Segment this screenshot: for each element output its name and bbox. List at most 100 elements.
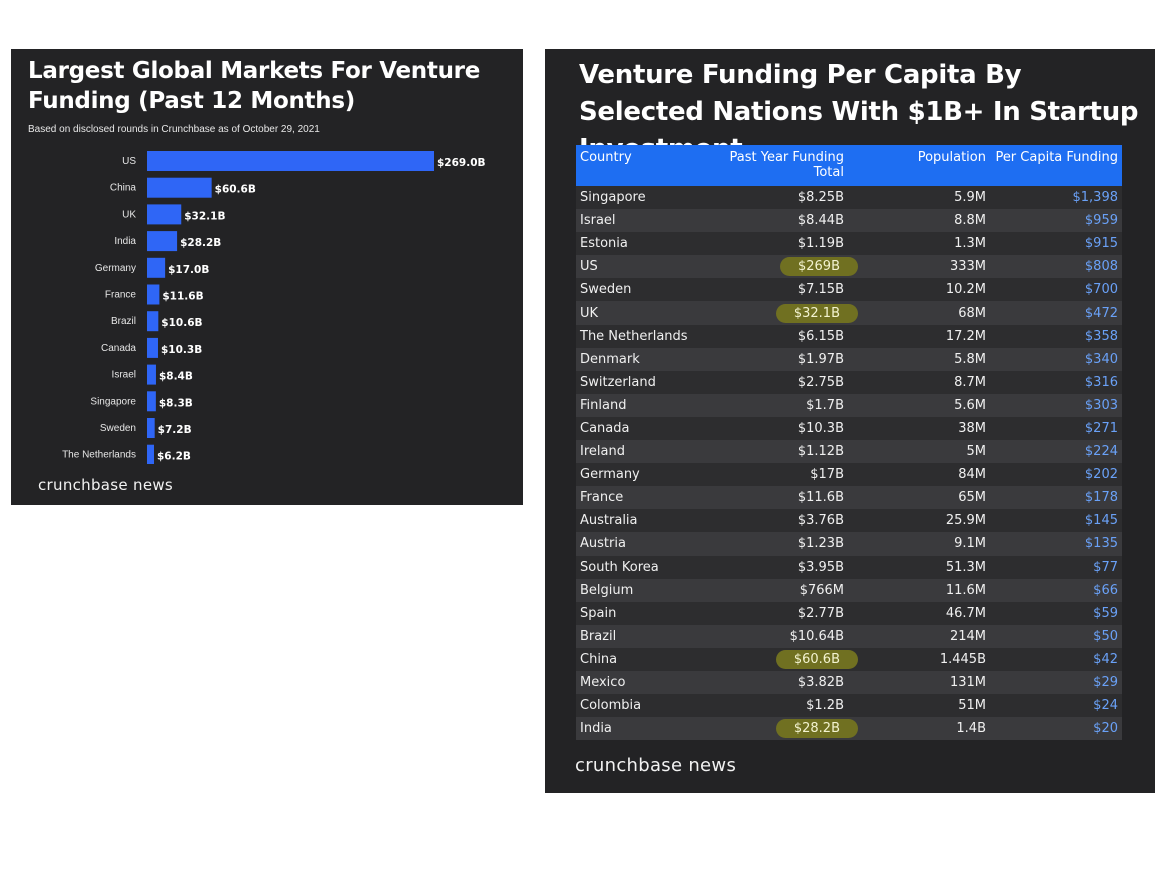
per-capita-cell: $1,398: [990, 186, 1122, 209]
funding-cell: $766M: [722, 579, 852, 602]
country-cell: Germany: [576, 463, 722, 486]
table-row: Colombia $1.2B 51M $24: [576, 694, 1122, 718]
country-cell: India: [576, 717, 722, 740]
country-cell-value: Spain: [580, 605, 617, 621]
value-label: $269.0B: [437, 157, 486, 169]
country-cell-value: US: [580, 259, 598, 275]
header-population: Population: [917, 150, 986, 165]
per-capita-cell-value: $1,398: [1072, 190, 1119, 206]
country-cell-value: Switzerland: [580, 374, 656, 390]
population-cell-value: 131M: [949, 675, 986, 691]
country-cell: South Korea: [576, 556, 722, 579]
country-cell: Ireland: [576, 440, 722, 463]
country-cell-value: Ireland: [580, 444, 625, 460]
country-cell-value: Belgium: [580, 582, 634, 598]
country-cell: France: [576, 486, 722, 509]
header-funding: Past Year Funding Total: [722, 145, 852, 186]
bar: [147, 177, 212, 198]
per-capita-cell: $959: [990, 209, 1122, 232]
funding-cell-value: $11.6B: [797, 490, 844, 506]
table-row: UK $32.1B 68M $472: [576, 301, 1122, 325]
country-cell: US: [576, 255, 722, 278]
category-label: Singapore: [90, 396, 136, 407]
country-cell-value: Finland: [580, 397, 627, 413]
per-capita-cell: $145: [990, 509, 1122, 532]
per-capita-cell-value: $59: [1093, 605, 1118, 621]
population-cell-value: 11.6M: [945, 582, 986, 598]
table-row: India $28.2B 1.4B $20: [576, 717, 1122, 741]
table-row: China $60.6B 1.445B $42: [576, 647, 1122, 671]
per-capita-cell: $358: [990, 325, 1122, 348]
per-capita-cell: $178: [990, 486, 1122, 509]
country-cell: Austria: [576, 532, 722, 555]
population-cell: 5.8M: [852, 348, 990, 371]
category-label: Brazil: [111, 316, 136, 327]
population-cell-value: 333M: [949, 259, 986, 275]
table-row: Sweden $7.15B 10.2M $700: [576, 278, 1122, 302]
per-capita-cell-value: $77: [1093, 559, 1118, 575]
chart-subtitle: Based on disclosed rounds in Crunchbase …: [28, 124, 320, 135]
country-cell-value: Singapore: [580, 190, 646, 206]
funding-cell-value: $17B: [810, 467, 844, 483]
funding-cell: $3.95B: [722, 556, 852, 579]
per-capita-cell: $42: [990, 648, 1122, 671]
country-cell: UK: [576, 301, 722, 324]
population-cell-value: 68M: [958, 305, 986, 321]
population-cell: 9.1M: [852, 532, 990, 555]
bar: [147, 311, 159, 332]
funding-cell: $28.2B: [722, 717, 858, 740]
country-cell: Finland: [576, 394, 722, 417]
country-cell: Spain: [576, 602, 722, 625]
funding-cell-value: $269B: [779, 257, 858, 277]
value-label: $8.3B: [159, 397, 193, 409]
bar: [147, 284, 160, 305]
population-cell-value: 8.8M: [954, 213, 986, 229]
population-cell: 17.2M: [852, 325, 990, 348]
funding-cell: $2.75B: [722, 371, 852, 394]
funding-cell-value: $8.44B: [797, 213, 844, 229]
country-cell: Canada: [576, 417, 722, 440]
country-cell-value: Brazil: [580, 628, 617, 644]
population-cell-value: 5M: [966, 444, 987, 460]
funding-cell: $17B: [722, 463, 852, 486]
per-capita-cell-value: $959: [1084, 213, 1118, 229]
brand-logo: crunchbase news: [575, 755, 737, 776]
funding-cell-value: $1.97B: [797, 351, 844, 367]
country-cell-value: UK: [580, 305, 599, 321]
bar: [147, 204, 182, 225]
category-label: China: [110, 183, 137, 194]
population-cell-value: 17.2M: [945, 328, 986, 344]
population-cell-value: 65M: [958, 490, 986, 506]
per-capita-cell: $24: [990, 694, 1122, 717]
population-cell-value: 46.7M: [945, 605, 986, 621]
country-cell: Israel: [576, 209, 722, 232]
per-capita-cell: $20: [990, 717, 1122, 740]
funding-cell: $10.64B: [722, 625, 852, 648]
country-cell-value: Colombia: [580, 698, 642, 714]
population-cell-value: 9.1M: [954, 536, 986, 552]
population-cell: 131M: [852, 671, 990, 694]
funding-cell-value: $1.12B: [797, 444, 844, 460]
population-cell: 68M: [852, 301, 990, 324]
funding-cell-value: $10.64B: [789, 628, 844, 644]
table-row: Ireland $1.12B 5M $224: [576, 440, 1122, 464]
funding-cell: $3.76B: [722, 509, 852, 532]
population-cell: 5.9M: [852, 186, 990, 209]
population-cell: 11.6M: [852, 579, 990, 602]
per-capita-cell: $271: [990, 417, 1122, 440]
bar-chart: US $269.0B China $60.6B UK $32.1B India $28.2B G…: [62, 151, 486, 464]
table-row: Germany $17B 84M $202: [576, 463, 1122, 487]
population-cell: 51.3M: [852, 556, 990, 579]
population-cell: 25.9M: [852, 509, 990, 532]
funding-cell: $11.6B: [722, 486, 852, 509]
population-cell-value: 214M: [949, 628, 986, 644]
table-row: Belgium $766M 11.6M $66: [576, 578, 1122, 602]
per-capita-cell-value: $915: [1084, 236, 1118, 252]
country-cell-value: France: [580, 490, 624, 506]
population-cell: 8.7M: [852, 371, 990, 394]
funding-cell: $3.82B: [722, 671, 852, 694]
table-row: Singapore $8.25B 5.9M $1,398: [576, 186, 1122, 210]
population-cell: 1.445B: [852, 648, 990, 671]
table-row: Finland $1.7B 5.6M $303: [576, 393, 1122, 417]
country-cell-value: Australia: [580, 513, 638, 529]
